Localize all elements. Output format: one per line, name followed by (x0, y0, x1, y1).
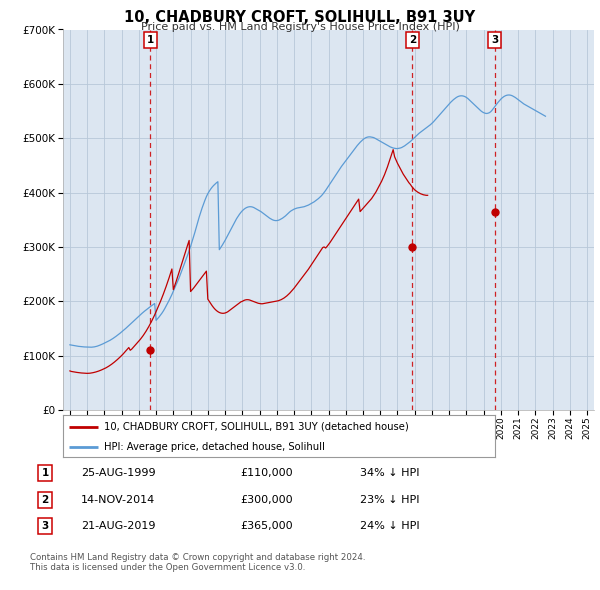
Text: Price paid vs. HM Land Registry's House Price Index (HPI): Price paid vs. HM Land Registry's House … (140, 22, 460, 32)
Text: 2: 2 (41, 495, 49, 504)
Text: 10, CHADBURY CROFT, SOLIHULL, B91 3UY (detached house): 10, CHADBURY CROFT, SOLIHULL, B91 3UY (d… (104, 422, 409, 432)
Text: 23% ↓ HPI: 23% ↓ HPI (360, 495, 419, 504)
Text: 1: 1 (41, 468, 49, 478)
Text: 3: 3 (41, 522, 49, 531)
Text: This data is licensed under the Open Government Licence v3.0.: This data is licensed under the Open Gov… (30, 563, 305, 572)
Text: 14-NOV-2014: 14-NOV-2014 (81, 495, 155, 504)
Text: 10, CHADBURY CROFT, SOLIHULL, B91 3UY: 10, CHADBURY CROFT, SOLIHULL, B91 3UY (124, 10, 476, 25)
Text: £110,000: £110,000 (240, 468, 293, 478)
Text: HPI: Average price, detached house, Solihull: HPI: Average price, detached house, Soli… (104, 442, 325, 451)
Text: 1: 1 (146, 35, 154, 45)
Text: 25-AUG-1999: 25-AUG-1999 (81, 468, 155, 478)
Text: £300,000: £300,000 (240, 495, 293, 504)
Text: 34% ↓ HPI: 34% ↓ HPI (360, 468, 419, 478)
Text: £365,000: £365,000 (240, 522, 293, 531)
Text: 2: 2 (409, 35, 416, 45)
Text: 3: 3 (491, 35, 499, 45)
Text: 24% ↓ HPI: 24% ↓ HPI (360, 522, 419, 531)
Text: 21-AUG-2019: 21-AUG-2019 (81, 522, 155, 531)
Text: Contains HM Land Registry data © Crown copyright and database right 2024.: Contains HM Land Registry data © Crown c… (30, 553, 365, 562)
